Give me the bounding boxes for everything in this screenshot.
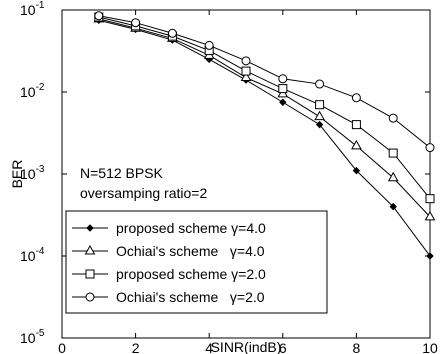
data-point [387,171,399,182]
series-line [98,18,431,218]
y-axis-label: BER [9,160,25,189]
annotation-config: N=512 BPSK [80,165,164,181]
series-layer [93,11,436,260]
legend-label: proposed scheme γ=4.0 [116,220,266,236]
x-tick-label: 2 [132,340,140,354]
y-tick-label: 10-5 [20,328,45,346]
axis-ticks: 0 2 4 6 8 10 10-5 10-4 10-3 10-2 10-1 [20,0,438,354]
data-point [351,93,361,103]
data-point [241,66,251,76]
data-point [351,139,362,150]
x-tick-label: 10 [422,340,438,354]
data-point [241,56,251,66]
data-point [279,98,287,106]
legend-label: Ochiai's scheme γ=2.0 [116,289,265,305]
x-axis-label: SINR(indB) [211,339,282,354]
data-point [278,84,288,94]
y-tick-label: 10-2 [20,82,45,100]
legend-box [65,210,328,314]
data-point [315,100,325,110]
legend-marker [84,244,96,255]
x-tick-label: 0 [58,340,66,354]
data-point [426,252,434,260]
data-point [131,18,141,28]
data-point [240,71,252,82]
series-4 [94,11,435,153]
data-point [388,148,398,158]
data-point [94,11,104,21]
x-tick-label: 4 [205,340,213,354]
data-point [315,79,325,89]
legend-marker [85,269,95,279]
legend-marker [85,292,95,302]
y-tick-label: 10-4 [20,246,45,264]
data-point [388,113,398,123]
data-point [351,120,361,130]
data-point [204,40,214,50]
legend-label: proposed scheme γ=2.0 [116,266,266,282]
data-point [425,143,435,153]
legend-marker [86,224,94,232]
data-point [314,110,325,121]
data-point [425,194,435,204]
series-line [98,15,431,148]
data-point [167,28,177,38]
y-tick-label: 10-1 [20,0,45,18]
annotation-oversampling: oversamping ratio=2 [80,185,207,201]
y-tick-label: 10-3 [20,164,45,182]
data-point [389,202,397,211]
data-point [352,166,361,175]
data-point [315,120,324,129]
series-3 [94,12,435,204]
legend-label: Ochiai's scheme γ=4.0 [116,243,265,259]
series-line [98,16,431,199]
x-tick-label: 8 [353,340,361,354]
data-point [424,210,436,221]
series-line [98,19,431,257]
legend: proposed scheme γ=4.0 Ochiai's scheme γ=4… [65,210,328,314]
data-point [278,74,288,84]
x-tick-label: 6 [279,340,287,354]
